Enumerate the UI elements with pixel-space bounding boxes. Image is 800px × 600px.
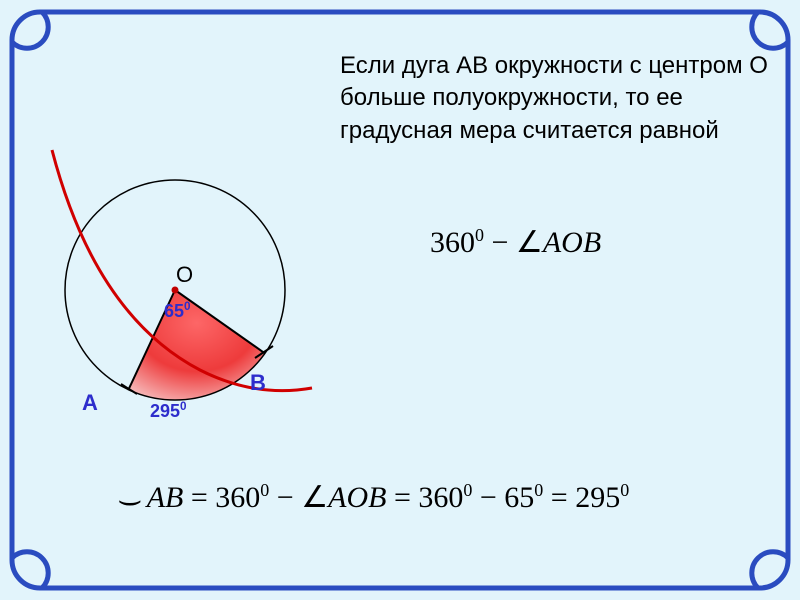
f1-360: 360 [430, 226, 475, 259]
slide-root: О А В 650 2950 Если дуга АВ окружности с… [0, 0, 800, 600]
label-65-val: 65 [164, 301, 184, 321]
f2-ang: AOB [328, 481, 386, 514]
formula-calc: ⌣ AB = 3600 − ∠AOB = 3600 − 650 = 2950 [120, 480, 629, 515]
arc-symbol: ⌣ [117, 484, 143, 518]
f2-360a: 360 [215, 481, 260, 514]
minus1: − [277, 481, 301, 514]
minus2: − [480, 481, 504, 514]
label-B: В [250, 370, 266, 396]
label-295-val: 295 [150, 401, 180, 421]
angle-symbol: ∠ [516, 226, 543, 259]
angle-symbol-2: ∠ [301, 481, 328, 514]
label-angle-295: 2950 [150, 400, 187, 422]
eq1: = [191, 481, 215, 514]
description-text: Если дуга АВ окружности с центром О боль… [340, 50, 770, 147]
f2-65: 65 [504, 481, 534, 514]
label-angle-65: 650 [164, 300, 191, 322]
f2-res: 295 [575, 481, 620, 514]
label-O: О [176, 262, 193, 288]
f1-ang: AOB [543, 226, 601, 259]
f2-AB: AB [147, 481, 184, 514]
f2-360b: 360 [418, 481, 463, 514]
eq2: = [394, 481, 418, 514]
formula-main: 3600 − ∠AOB [430, 225, 601, 260]
label-A: А [82, 390, 98, 416]
eq3: = [551, 481, 575, 514]
f1-minus: − [492, 226, 516, 259]
